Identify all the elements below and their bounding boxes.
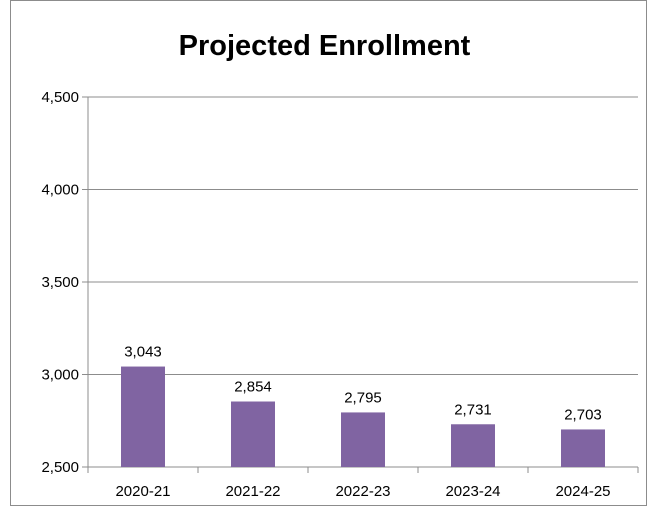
bar-2022-23: [341, 412, 385, 467]
y-tick-label: 2,500: [41, 459, 79, 476]
y-tick-label: 3,500: [41, 274, 79, 291]
chart-frame: [10, 0, 647, 506]
data-label: 3,043: [124, 344, 162, 361]
x-tick-label: 2020-21: [115, 483, 170, 500]
gridlines: [82, 96, 638, 468]
bar-2021-22: [231, 401, 275, 467]
x-tick-label: 2022-23: [335, 483, 390, 500]
y-axis-tick-labels: 2,500 3,000 3,500 4,000 4,500: [41, 89, 79, 476]
x-tick-label: 2023-24: [445, 483, 500, 500]
bar-2024-25: [561, 429, 605, 467]
chart-title: Projected Enrollment: [178, 30, 471, 62]
x-tick-label: 2021-22: [225, 483, 280, 500]
data-label: 2,795: [344, 389, 382, 406]
y-tick-label: 4,500: [41, 89, 79, 106]
y-tick-label: 3,000: [41, 367, 79, 384]
bar-2023-24: [451, 424, 495, 467]
data-label: 2,854: [234, 379, 272, 396]
data-label: 2,731: [454, 401, 492, 418]
x-tick-label: 2024-25: [555, 483, 610, 500]
bars: [121, 366, 605, 467]
y-tick-label: 4,000: [41, 182, 79, 199]
bar-2020-21: [121, 366, 165, 467]
data-labels: 3,043 2,854 2,795 2,731 2,703: [124, 344, 602, 424]
axes: [87, 97, 639, 473]
x-axis-tick-labels: 2020-21 2021-22 2022-23 2023-24 2024-25: [115, 483, 610, 500]
data-label: 2,703: [564, 406, 602, 423]
